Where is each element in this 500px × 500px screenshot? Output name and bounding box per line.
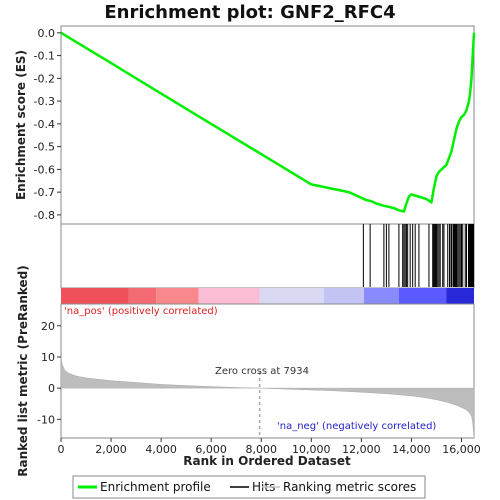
metric-y-tick-label: 10	[41, 351, 55, 364]
enrichment-profile-line	[60, 31, 476, 213]
metric-y-axis-label: Ranked list metric (PreRanked)	[16, 265, 30, 477]
legend: Enrichment profile Hits Ranking metric s…	[72, 475, 426, 499]
x-tick-label: 6,000	[195, 443, 227, 456]
color-bar-segment	[156, 288, 199, 304]
negative-correlation-label: 'na_neg' (negatively correlated)	[277, 421, 436, 432]
es-y-tick-label: -0.4	[34, 118, 55, 131]
es-line-group	[60, 31, 476, 213]
x-axis-ticks: 0 2,000 4,000 6,000 8,000 10,000 12,000 14,000 1…	[58, 438, 481, 456]
color-bar-segment	[363, 288, 399, 304]
chart-title: Enrichment plot: GNF2_RFC4	[104, 2, 395, 23]
color-bar-segment	[446, 288, 474, 304]
color-bar-segment	[323, 288, 364, 304]
x-tick-label: 12,000	[342, 443, 381, 456]
color-bar-segment	[259, 288, 324, 304]
x-tick-label: 14,000	[392, 443, 431, 456]
hits-panel	[60, 223, 475, 289]
x-tick-label: 8,000	[245, 443, 277, 456]
legend-label-ranking-metric: Ranking metric scores	[283, 480, 416, 494]
ranking-color-bar	[61, 288, 474, 304]
x-tick-label: 16,000	[442, 443, 481, 456]
es-y-tick-label: -0.3	[34, 95, 55, 108]
es-panel-frame	[60, 25, 475, 225]
x-tick-label: 10,000	[292, 443, 331, 456]
metric-y-ticks: 20 10 0 -10	[37, 320, 61, 426]
es-y-tick-label: -0.5	[34, 141, 55, 154]
metric-y-tick-label: -10	[37, 413, 55, 426]
color-bar-segment	[61, 288, 129, 304]
hits-panel-frame	[60, 223, 475, 289]
es-y-ticks: 0.0 -0.1 -0.2 -0.3 -0.4 -0.5 -0.6 -0.7 -0.8	[34, 27, 61, 222]
metric-panel-frame	[60, 303, 475, 439]
es-y-tick-label: -0.8	[34, 209, 55, 222]
x-axis-label: Rank in Ordered Dataset	[183, 454, 351, 468]
x-tick-label: 0	[58, 443, 65, 456]
metric-y-tick-label: 0	[48, 382, 55, 395]
x-tick-label: 4,000	[145, 443, 177, 456]
es-y-tick-label: -0.7	[34, 186, 55, 199]
es-y-tick-label: 0.0	[38, 27, 56, 40]
hit-marks	[362, 224, 474, 287]
x-tick-label: 2,000	[95, 443, 127, 456]
metric-y-tick-label: 20	[41, 320, 55, 333]
color-bar-segment	[198, 288, 260, 304]
es-y-tick-label: -0.6	[34, 163, 55, 176]
legend-label-enrichment-profile: Enrichment profile	[100, 480, 211, 494]
color-bar-segment	[128, 288, 157, 304]
es-panel: 0.0 -0.1 -0.2 -0.3 -0.4 -0.5 -0.6 -0.7 -0.8 Enri…	[14, 25, 476, 225]
metric-panel: 20 10 0 -10 Zero cross at 7934 'na_pos' (po…	[16, 265, 475, 477]
positive-correlation-label: 'na_pos' (positively correlated)	[64, 306, 218, 317]
ranking-metric-area	[60, 358, 475, 439]
es-y-axis-label: Enrichment score (ES)	[14, 50, 28, 200]
es-y-tick-label: -0.1	[34, 50, 55, 63]
metric-area-group	[60, 358, 475, 439]
color-bar-segment	[398, 288, 447, 304]
es-y-tick-label: -0.2	[34, 72, 55, 85]
zero-cross-label: Zero cross at 7934	[215, 366, 309, 377]
